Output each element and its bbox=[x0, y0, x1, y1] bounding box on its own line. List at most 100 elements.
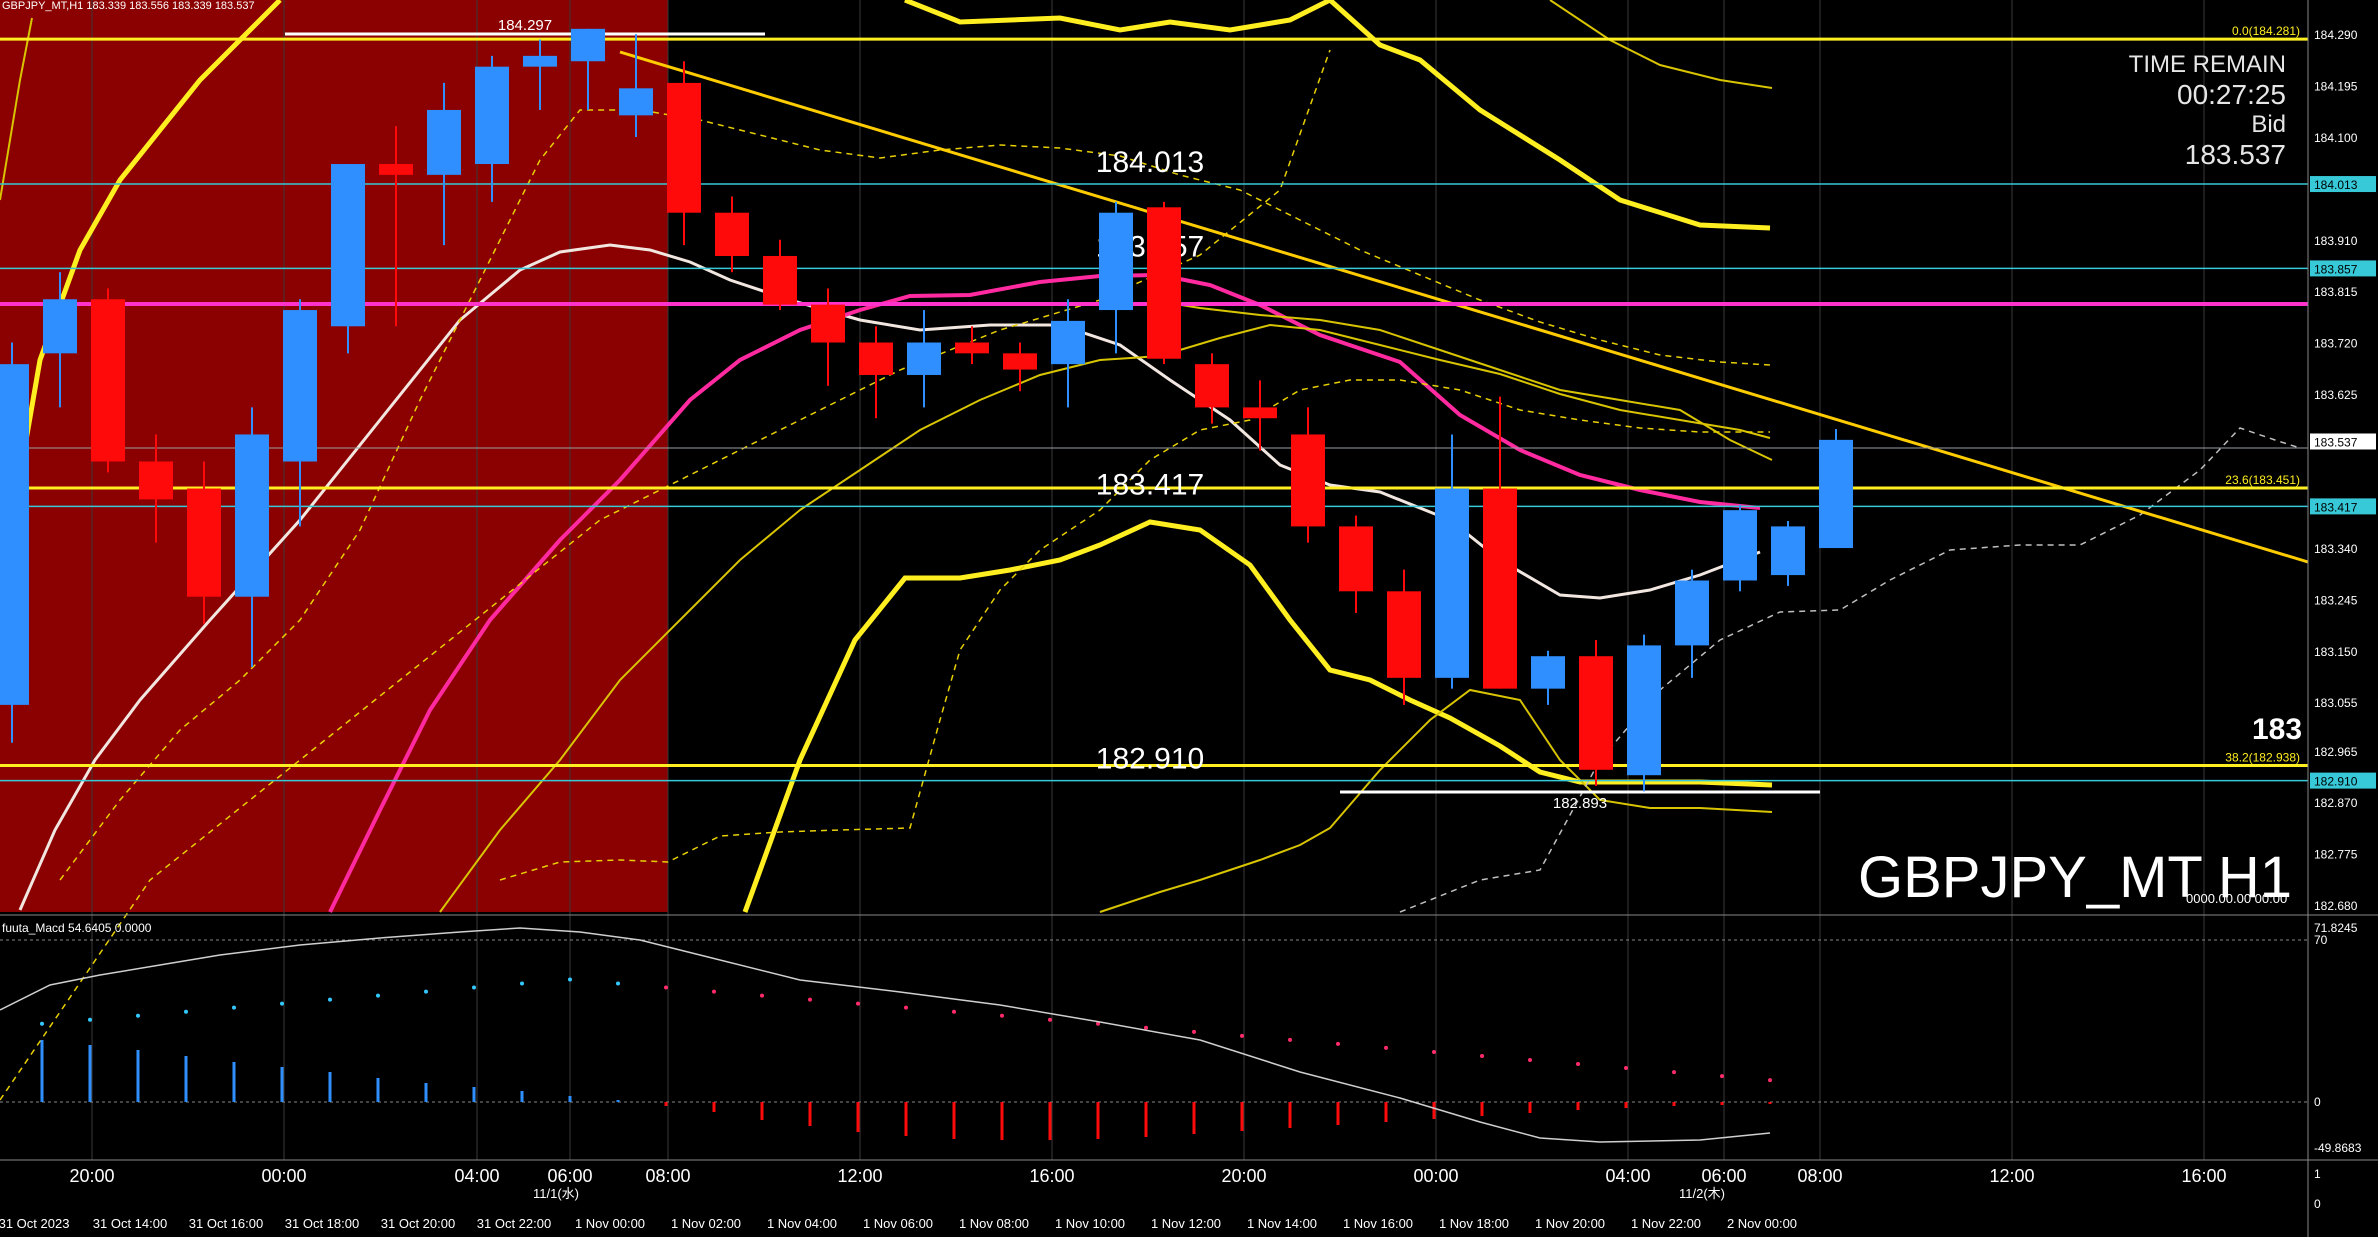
bid-label: Bid bbox=[2251, 111, 2286, 138]
price-tag-bg bbox=[2310, 260, 2376, 277]
thin-yellow-b bbox=[439, 323, 1771, 913]
date-axis-label: 31 Oct 2023 bbox=[0, 1216, 69, 1231]
macd-signal-dot bbox=[568, 977, 572, 982]
lower-yellow bbox=[742, 519, 1773, 913]
time-axis-label: 20:00 bbox=[69, 1166, 114, 1186]
macd-signal-dot bbox=[472, 985, 476, 990]
macd-signal-dot bbox=[184, 1009, 188, 1014]
macd-axis-label: 71.8245 bbox=[2314, 921, 2358, 935]
macd-signal-dot bbox=[1240, 1033, 1244, 1038]
candle-body bbox=[1387, 591, 1421, 678]
macd-signal-dot bbox=[952, 1009, 956, 1014]
date-axis-label: 1 Nov 10:00 bbox=[1055, 1216, 1125, 1231]
price-axis-label: 182.870 bbox=[2314, 796, 2358, 810]
symbol-info: GBPJPY_MT,H1 183.339 183.556 183.339 183… bbox=[2, 0, 255, 12]
price-axis-label: 183.150 bbox=[2314, 645, 2358, 659]
candle-body bbox=[1339, 526, 1373, 592]
price-tag-bg bbox=[2310, 772, 2376, 789]
candle-body bbox=[283, 310, 317, 462]
price-tag: 183.537 bbox=[2314, 435, 2358, 449]
macd-signal-dot bbox=[1720, 1074, 1724, 1079]
time-remain-value: 00:27:25 bbox=[2177, 79, 2286, 110]
candle-body bbox=[475, 66, 509, 165]
price-tag: 183.857 bbox=[2314, 262, 2358, 276]
time-axis-label: 08:00 bbox=[645, 1166, 690, 1186]
macd-signal-dot bbox=[376, 993, 380, 998]
date-axis-label: 1 Nov 14:00 bbox=[1247, 1216, 1317, 1231]
macd-signal-dot bbox=[1000, 1013, 1004, 1018]
candle-body bbox=[907, 342, 941, 375]
date-sub-label: 11/1(水) bbox=[533, 1186, 579, 1201]
fib-label-0: 0.0(184.281) bbox=[2232, 24, 2300, 38]
macd-signal-dot bbox=[232, 1005, 236, 1010]
time-axis-label: 12:00 bbox=[1989, 1166, 2034, 1186]
price-axis-label: 182.965 bbox=[2314, 745, 2358, 759]
thin-yellow-c bbox=[1099, 688, 1773, 913]
price-tag-bg bbox=[2310, 433, 2376, 450]
date-axis-label: 1 Nov 04:00 bbox=[767, 1216, 837, 1231]
macd-signal-dot bbox=[1336, 1041, 1340, 1046]
axis-scale-label: 0 bbox=[2314, 1197, 2321, 1211]
level-label-3: 182.910 bbox=[1096, 743, 1204, 776]
price-axis-label: 183.245 bbox=[2314, 593, 2358, 607]
time-axis-label: 00:00 bbox=[1413, 1166, 1458, 1186]
date-axis-label: 1 Nov 22:00 bbox=[1631, 1216, 1701, 1231]
candle-body bbox=[43, 299, 77, 354]
candle-body bbox=[1147, 207, 1181, 359]
macd-signal-dot bbox=[760, 993, 764, 998]
macd-axis-label: 70 bbox=[2314, 933, 2328, 947]
price-tag-bg bbox=[2310, 498, 2376, 515]
macd-axis-label: 0 bbox=[2314, 1095, 2321, 1109]
macd-signal-dot bbox=[40, 1021, 44, 1026]
candle-body bbox=[1483, 488, 1517, 689]
time-axis-label: 06:00 bbox=[1701, 1166, 1746, 1186]
candle-body bbox=[1723, 510, 1757, 581]
upper-yellow-2 bbox=[904, 0, 1771, 231]
date-axis-label: 1 Nov 20:00 bbox=[1535, 1216, 1605, 1231]
candle-body bbox=[811, 304, 845, 343]
candle-body bbox=[1099, 212, 1133, 311]
ma-magenta bbox=[328, 272, 1761, 913]
price-axis-label: 183.055 bbox=[2314, 696, 2358, 710]
axis-scale-label: 1 bbox=[2314, 1167, 2321, 1181]
level-label-2: 183.417 bbox=[1096, 468, 1204, 501]
date-axis-label: 1 Nov 08:00 bbox=[959, 1216, 1029, 1231]
candle-body bbox=[187, 488, 221, 597]
candle-body bbox=[523, 55, 557, 67]
price-axis-label: 183.815 bbox=[2314, 285, 2358, 299]
macd-signal-dot bbox=[424, 989, 428, 994]
chart-watermark: GBPJPY_MT H1 bbox=[1858, 845, 2293, 910]
time-axis-label: 06:00 bbox=[547, 1166, 592, 1186]
macd-signal-dot bbox=[1432, 1049, 1436, 1054]
macd-signal-dot bbox=[808, 997, 812, 1002]
date-axis-label: 2 Nov 00:00 bbox=[1727, 1216, 1797, 1231]
level-label-0: 184.013 bbox=[1096, 146, 1204, 179]
price-axis-bg bbox=[2308, 0, 2378, 1237]
macd-signal-dot bbox=[1096, 1021, 1100, 1026]
candle-body bbox=[1243, 407, 1277, 419]
macd-signal-dot bbox=[1144, 1025, 1148, 1030]
macd-signal-dot bbox=[1048, 1017, 1052, 1022]
candle-body bbox=[1435, 488, 1469, 678]
date-axis-label: 31 Oct 16:00 bbox=[189, 1216, 263, 1231]
candle-body bbox=[1195, 364, 1229, 408]
price-tag-bg bbox=[2310, 176, 2376, 193]
macd-signal-dot bbox=[1576, 1062, 1580, 1067]
candle-body bbox=[1291, 434, 1325, 527]
macd-signal-dot bbox=[1624, 1066, 1628, 1071]
time-axis-label: 04:00 bbox=[454, 1166, 499, 1186]
candle-body bbox=[1771, 526, 1805, 576]
candle-body bbox=[859, 342, 893, 375]
time-axis-label: 12:00 bbox=[837, 1166, 882, 1186]
candle-body bbox=[331, 164, 365, 327]
macd-axis-label: -49.8683 bbox=[2314, 1141, 2362, 1155]
candle-body bbox=[1531, 656, 1565, 689]
date-axis-label: 31 Oct 14:00 bbox=[93, 1216, 167, 1231]
time-axis-label: 00:00 bbox=[261, 1166, 306, 1186]
price-axis-label: 183.720 bbox=[2314, 337, 2358, 351]
env-b bbox=[499, 379, 1770, 881]
trend-line bbox=[619, 50, 2309, 564]
fib-label-2: 38.2(182.938) bbox=[2225, 750, 2300, 764]
macd-signal-dot bbox=[1480, 1053, 1484, 1058]
